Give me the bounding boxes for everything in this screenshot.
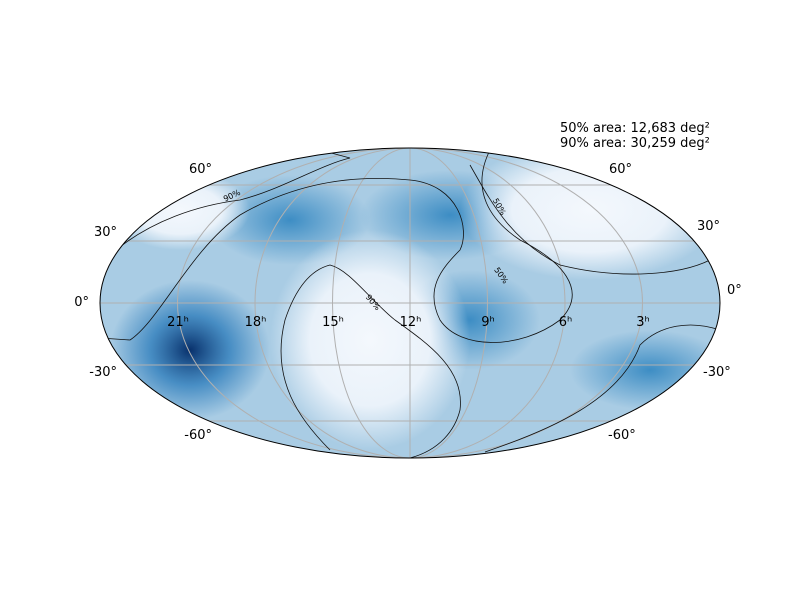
ra-label: 9ʰ (481, 315, 495, 330)
ra-label: 18ʰ (245, 315, 267, 330)
lat-label: -30° (89, 365, 117, 380)
axis-labels: 60° 30° 0° -30° -60° 60° 30° 0° -30° -60° 21ʰ 18ʰ 15… (74, 162, 742, 443)
ra-label: 21ʰ (167, 315, 189, 330)
ra-label: 3ʰ (636, 315, 650, 330)
lat-label: 30° (94, 225, 117, 240)
ra-label: 15ʰ (322, 315, 344, 330)
ra-label: 12ʰ (400, 315, 422, 330)
lat-label: 0° (727, 283, 742, 298)
graticule (100, 148, 720, 458)
contours (100, 149, 720, 458)
area-90: 90% area: 30,259 deg² (560, 136, 710, 151)
lat-label: 30° (697, 219, 720, 234)
map-border (99, 147, 721, 459)
lat-label: -60° (608, 428, 636, 443)
lat-label: 0° (74, 295, 89, 310)
area-50: 50% area: 12,683 deg² (560, 121, 710, 136)
lat-label: 60° (189, 162, 212, 177)
lat-label: -30° (703, 365, 731, 380)
ra-label: 6ʰ (559, 315, 573, 330)
lat-label: -60° (184, 428, 212, 443)
probability-map (100, 148, 720, 458)
lat-label: 60° (609, 162, 632, 177)
